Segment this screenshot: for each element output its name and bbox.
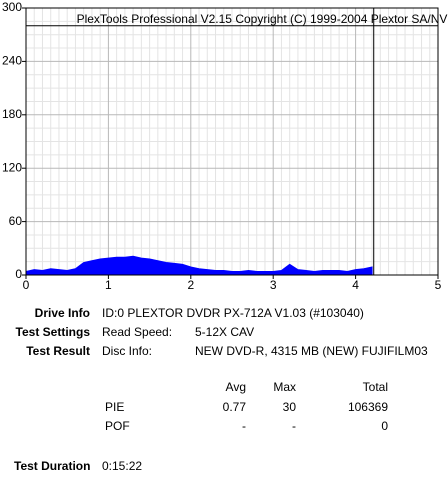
plot-frame xyxy=(25,7,439,276)
y-tick-label: 60 xyxy=(9,214,23,228)
label: Disc Info: xyxy=(102,344,152,358)
col-header: Total xyxy=(363,380,388,394)
row-label: POF xyxy=(105,419,130,433)
cell: - xyxy=(242,419,246,433)
value: 0:15:22 xyxy=(102,459,142,473)
x-tick-label: 2 xyxy=(187,278,194,292)
y-tick-label: 180 xyxy=(2,107,22,121)
value: 5-12X CAV xyxy=(195,325,254,339)
y-tick-label: 120 xyxy=(2,160,22,174)
row-label: PIE xyxy=(105,400,124,414)
label: Test Settings xyxy=(16,325,91,339)
label: Read Speed: xyxy=(102,325,172,339)
value: NEW DVD-R, 4315 MB (NEW) FUJIFILM03 xyxy=(195,344,428,358)
value: ID:0 PLEXTOR DVDR PX-712A V1.03 (#103040… xyxy=(102,306,364,320)
x-tick-label: 1 xyxy=(105,278,112,292)
label: Drive Info xyxy=(35,306,90,320)
area xyxy=(25,255,373,276)
col-header: Avg xyxy=(226,380,246,394)
label: Test Duration xyxy=(14,459,90,473)
x-tick-label: 4 xyxy=(352,278,359,292)
col-header: Max xyxy=(273,380,296,394)
x-tick-label: 0 xyxy=(23,278,30,292)
y-tick-label: 240 xyxy=(2,54,22,68)
cell: 0 xyxy=(381,419,388,433)
cell: 0.77 xyxy=(223,400,247,414)
watermark: PlexTools Professional V2.15 Copyright (… xyxy=(77,12,448,26)
y-tick-label: 300 xyxy=(2,0,22,14)
x-tick-label: 5 xyxy=(435,278,442,292)
cell: - xyxy=(292,419,296,433)
cell: 106369 xyxy=(348,400,388,414)
label: Test Result xyxy=(26,344,90,358)
info: Drive Info ID:0 PLEXTOR DVDR PX-712A V1.… xyxy=(14,306,428,473)
y-tick-label: 0 xyxy=(15,267,22,281)
cell: 30 xyxy=(283,400,297,414)
x-tick-label: 3 xyxy=(270,278,277,292)
